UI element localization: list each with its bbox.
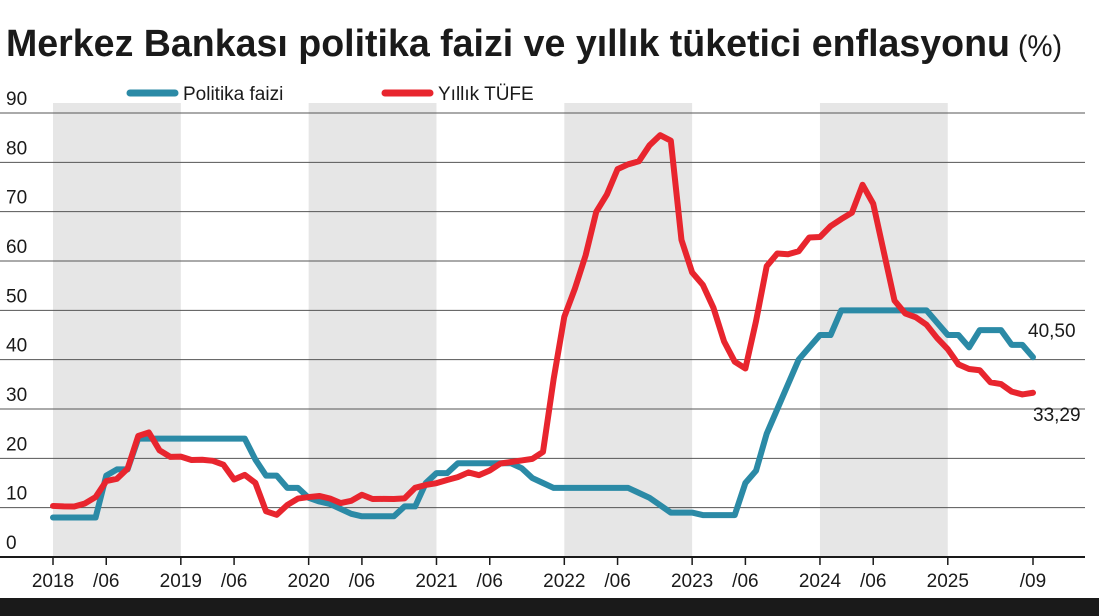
chart-title: Merkez Bankası politika faizi ve yıllık … bbox=[6, 23, 1010, 65]
x-tick-label: /06 bbox=[93, 571, 119, 592]
x-tick-label: 2025 bbox=[927, 571, 969, 592]
chart-title-unit: (%) bbox=[1018, 30, 1062, 63]
x-tick-label: /06 bbox=[221, 571, 247, 592]
x-tick-label: /06 bbox=[732, 571, 758, 592]
x-tick-label: /06 bbox=[477, 571, 503, 592]
year-band bbox=[308, 103, 437, 557]
y-tick-label: 50 bbox=[6, 286, 27, 307]
x-tick-label: /09 bbox=[1020, 571, 1046, 592]
x-tick-label: 2019 bbox=[160, 571, 202, 592]
value-label: 33,29 bbox=[1033, 405, 1081, 426]
y-tick-label: 70 bbox=[6, 188, 27, 209]
y-tick-label: 40 bbox=[6, 336, 27, 357]
y-tick-label: 0 bbox=[6, 533, 17, 554]
x-tick-label: 2020 bbox=[288, 571, 330, 592]
line-series bbox=[50, 307, 1036, 521]
x-tick-label: 2024 bbox=[799, 571, 842, 592]
footer-bar bbox=[0, 598, 1099, 616]
y-tick-label: 20 bbox=[6, 434, 27, 455]
y-tick-label: 10 bbox=[6, 484, 27, 505]
y-tick-label: 30 bbox=[6, 385, 27, 406]
y-tick-label: 60 bbox=[6, 237, 27, 258]
year-band bbox=[819, 103, 948, 557]
legend-label: Yıllık TÜFE bbox=[438, 84, 534, 105]
x-tick-label: 2018 bbox=[32, 571, 74, 592]
value-label: 40,50 bbox=[1028, 321, 1076, 342]
x-tick-label: 2021 bbox=[415, 571, 457, 592]
x-tick-label: 2022 bbox=[543, 571, 585, 592]
legend-label: Politika faizi bbox=[183, 84, 283, 105]
y-tick-label: 90 bbox=[6, 89, 27, 110]
year-band bbox=[53, 103, 181, 557]
year-band bbox=[564, 103, 693, 557]
y-tick-label: 80 bbox=[6, 138, 27, 159]
x-tick-label: 2023 bbox=[671, 571, 713, 592]
x-tick-label: /06 bbox=[604, 571, 630, 592]
x-tick-label: /06 bbox=[860, 571, 886, 592]
x-tick-label: /06 bbox=[349, 571, 375, 592]
line-series bbox=[50, 132, 1036, 518]
